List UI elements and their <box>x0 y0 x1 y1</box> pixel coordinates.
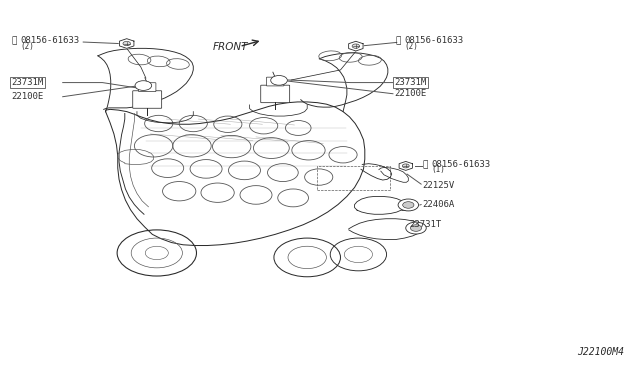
Circle shape <box>410 225 422 231</box>
Polygon shape <box>120 39 134 48</box>
Circle shape <box>403 202 414 208</box>
Text: (2): (2) <box>404 42 419 51</box>
FancyBboxPatch shape <box>132 91 162 108</box>
Circle shape <box>135 81 152 90</box>
Text: (1): (1) <box>431 165 445 174</box>
Text: Ⓑ: Ⓑ <box>12 36 17 45</box>
Text: J22100M4: J22100M4 <box>577 347 624 357</box>
Text: 23731M: 23731M <box>12 78 44 87</box>
Circle shape <box>271 76 287 85</box>
Text: 23731M: 23731M <box>394 78 426 87</box>
Circle shape <box>123 41 131 46</box>
Circle shape <box>406 222 426 234</box>
Text: Ⓑ: Ⓑ <box>422 160 428 169</box>
FancyBboxPatch shape <box>138 83 156 92</box>
Circle shape <box>403 164 409 168</box>
FancyBboxPatch shape <box>266 77 284 86</box>
Circle shape <box>398 199 419 211</box>
Polygon shape <box>399 161 412 170</box>
Text: (2): (2) <box>20 42 35 51</box>
Text: 22406A: 22406A <box>422 200 454 209</box>
Polygon shape <box>349 41 363 51</box>
Text: 08156-61633: 08156-61633 <box>20 36 79 45</box>
Text: 08156-61633: 08156-61633 <box>404 36 463 45</box>
Text: 22100E: 22100E <box>12 92 44 101</box>
FancyBboxPatch shape <box>260 85 290 103</box>
Text: 23731T: 23731T <box>410 220 442 229</box>
Text: 08156-61633: 08156-61633 <box>431 160 490 169</box>
Circle shape <box>352 44 360 48</box>
Text: FRONT: FRONT <box>213 42 248 52</box>
Text: 22125V: 22125V <box>422 181 454 190</box>
Text: Ⓑ: Ⓑ <box>396 36 401 45</box>
Text: 22100E: 22100E <box>394 89 426 98</box>
